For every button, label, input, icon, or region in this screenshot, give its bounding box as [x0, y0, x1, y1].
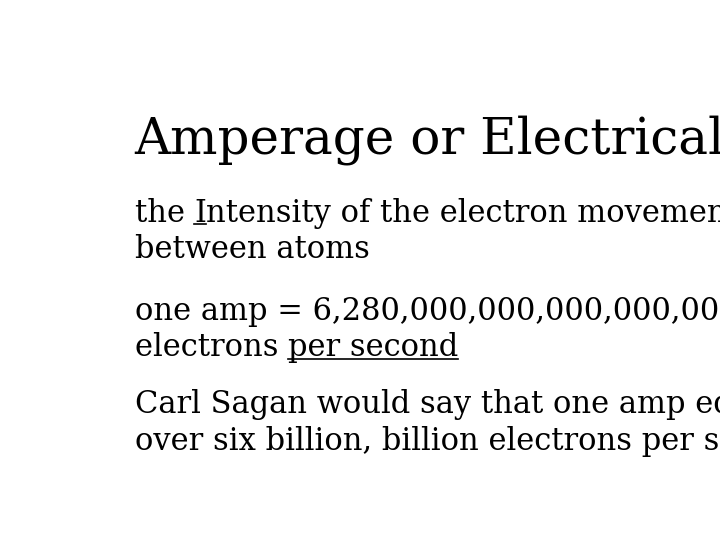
Text: one amp = 6,280,000,000,000,000,000: one amp = 6,280,000,000,000,000,000	[135, 295, 720, 327]
Text: per second: per second	[288, 332, 458, 363]
Text: Carl Sagan would say that one amp equals: Carl Sagan would say that one amp equals	[135, 389, 720, 420]
Text: the: the	[135, 198, 194, 229]
Text: I: I	[194, 198, 206, 229]
Text: electrons: electrons	[135, 332, 288, 363]
Text: over six billion, billion electrons per second: over six billion, billion electrons per …	[135, 426, 720, 457]
Text: Amperage or Electrical Current: Amperage or Electrical Current	[135, 114, 720, 165]
Text: between atoms: between atoms	[135, 234, 369, 266]
Text: ntensity of the electron movement: ntensity of the electron movement	[206, 198, 720, 229]
